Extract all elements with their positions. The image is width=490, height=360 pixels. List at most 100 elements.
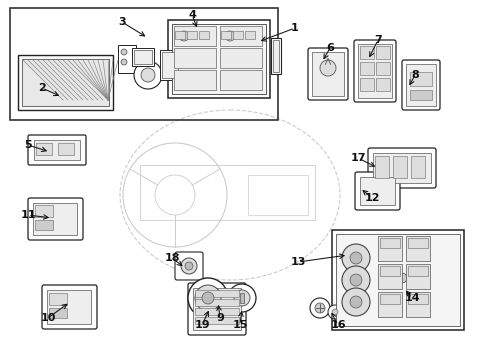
Circle shape xyxy=(141,68,155,82)
Circle shape xyxy=(121,49,127,55)
Bar xyxy=(193,288,241,330)
FancyBboxPatch shape xyxy=(308,48,348,100)
Bar xyxy=(10,8,278,120)
Circle shape xyxy=(350,252,362,264)
Text: 16: 16 xyxy=(330,320,346,330)
Circle shape xyxy=(202,292,214,304)
Bar xyxy=(380,266,400,276)
Circle shape xyxy=(350,274,362,286)
Bar xyxy=(380,238,400,248)
FancyBboxPatch shape xyxy=(28,198,83,240)
Text: 8: 8 xyxy=(411,70,419,80)
Bar xyxy=(410,72,432,86)
Bar xyxy=(49,308,67,318)
Bar xyxy=(271,38,281,74)
Text: 12: 12 xyxy=(364,193,380,203)
Bar xyxy=(118,45,136,73)
Text: 18: 18 xyxy=(164,253,180,263)
Bar xyxy=(240,293,244,303)
FancyBboxPatch shape xyxy=(175,252,203,280)
Text: 7: 7 xyxy=(374,35,382,45)
Bar xyxy=(160,50,180,80)
Bar xyxy=(35,220,53,230)
Bar xyxy=(378,264,402,289)
Bar xyxy=(195,308,239,315)
Circle shape xyxy=(228,284,256,312)
Circle shape xyxy=(350,296,362,308)
FancyBboxPatch shape xyxy=(402,60,440,110)
Bar xyxy=(360,62,374,75)
Bar xyxy=(134,50,152,64)
Circle shape xyxy=(392,268,412,288)
Circle shape xyxy=(185,262,193,270)
Bar xyxy=(221,31,231,39)
Bar xyxy=(273,40,279,72)
Bar xyxy=(373,153,431,183)
Bar xyxy=(172,24,266,94)
Text: 3: 3 xyxy=(118,17,126,27)
Circle shape xyxy=(328,305,342,319)
Bar xyxy=(245,31,255,39)
Circle shape xyxy=(342,244,370,272)
Bar xyxy=(220,70,262,90)
Bar xyxy=(406,264,430,289)
FancyBboxPatch shape xyxy=(355,172,400,210)
Bar xyxy=(220,48,262,68)
Bar xyxy=(410,90,432,100)
Bar xyxy=(411,156,425,178)
Bar xyxy=(378,236,402,261)
Text: 4: 4 xyxy=(188,10,196,20)
Circle shape xyxy=(310,298,330,318)
Text: 14: 14 xyxy=(404,293,420,303)
Bar xyxy=(187,31,197,39)
Bar xyxy=(195,290,239,297)
Circle shape xyxy=(188,278,228,318)
Bar xyxy=(174,70,216,90)
Bar xyxy=(34,140,80,160)
Bar xyxy=(220,26,262,46)
Bar xyxy=(380,294,400,304)
Bar xyxy=(233,31,243,39)
Bar xyxy=(360,177,395,205)
Circle shape xyxy=(342,288,370,316)
Text: 6: 6 xyxy=(326,43,334,53)
Circle shape xyxy=(332,309,338,315)
Circle shape xyxy=(195,285,221,311)
FancyBboxPatch shape xyxy=(188,283,246,335)
Bar xyxy=(58,143,74,155)
Bar xyxy=(132,48,154,66)
Bar xyxy=(375,156,389,178)
Text: 9: 9 xyxy=(216,313,224,323)
Circle shape xyxy=(179,31,189,41)
FancyBboxPatch shape xyxy=(368,148,436,188)
Circle shape xyxy=(397,273,407,283)
Bar xyxy=(174,26,216,46)
Bar xyxy=(248,175,308,215)
Bar xyxy=(195,317,239,324)
Circle shape xyxy=(181,258,197,274)
Bar xyxy=(376,62,390,75)
Bar xyxy=(162,52,178,78)
Bar xyxy=(376,46,390,59)
Bar xyxy=(312,52,344,96)
Text: 1: 1 xyxy=(291,23,299,33)
Circle shape xyxy=(121,59,127,65)
Text: 19: 19 xyxy=(194,320,210,330)
Bar xyxy=(35,205,53,217)
Bar xyxy=(406,236,430,261)
Text: 15: 15 xyxy=(232,320,247,330)
FancyBboxPatch shape xyxy=(28,135,86,165)
Bar xyxy=(175,31,185,39)
Bar xyxy=(408,238,428,248)
Bar xyxy=(168,20,270,98)
Bar xyxy=(33,203,77,235)
Bar xyxy=(336,234,460,326)
Bar xyxy=(22,59,109,106)
Circle shape xyxy=(225,31,235,41)
Circle shape xyxy=(320,60,336,76)
Text: 13: 13 xyxy=(290,257,306,267)
Bar xyxy=(18,55,113,110)
Text: 2: 2 xyxy=(38,83,46,93)
Bar xyxy=(199,31,209,39)
Bar xyxy=(47,290,91,324)
